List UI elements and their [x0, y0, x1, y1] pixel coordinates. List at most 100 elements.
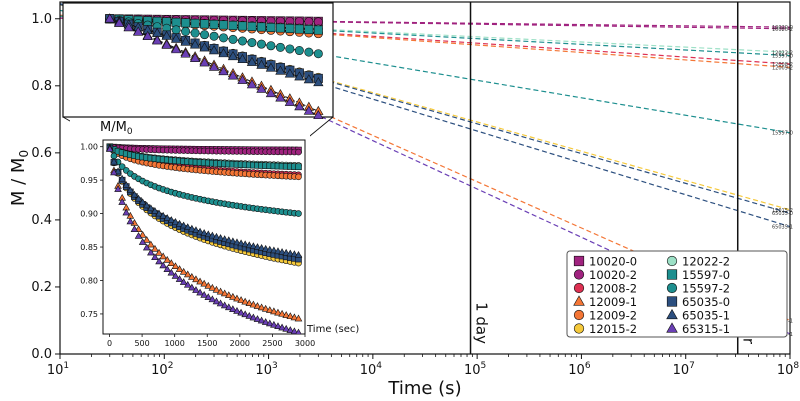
inset-point-65315-1: [265, 319, 274, 327]
inset-x-tick-label-5: 2500: [262, 339, 282, 348]
main-frame: [59, 1, 791, 355]
inset-point-65315-1: [278, 323, 286, 331]
inset-point-12009-1: [286, 312, 295, 320]
inset-point-65315-1: [188, 283, 196, 291]
zoom-point-65035-1: [256, 59, 267, 69]
zoom-point-65315-1: [237, 74, 248, 84]
inset-point-65035-1: [261, 244, 270, 252]
inset-y-tick-label-3: 0.90: [80, 210, 98, 219]
zoom-point-65315-1: [170, 44, 182, 54]
inset-x-tick-label-1: 500: [134, 339, 149, 348]
inset-point-12009-1: [294, 314, 303, 322]
inset-point-65035-1: [114, 167, 122, 175]
zoom-point-15597-2: [294, 46, 304, 56]
inset-x-tick-label-3: 1500: [197, 339, 217, 348]
zoom-point-65035-1: [284, 68, 296, 78]
fit-line-12015-2: [60, 4, 790, 211]
inset-point-65035-1: [126, 186, 135, 194]
inset-point-65035-1: [270, 246, 278, 254]
inset-point-65315-1: [134, 232, 143, 239]
inset-point-12009-1: [196, 277, 204, 285]
zoom-point-15597-2: [247, 38, 257, 48]
zoom-box: [62, 2, 334, 141]
inset-point-12009-1: [261, 304, 270, 312]
zoom-point-15597-2: [266, 41, 276, 51]
zoom-point-65035-1: [180, 36, 191, 46]
zoom-point-15597-2: [285, 44, 295, 54]
inset-point-65315-1: [261, 318, 270, 325]
zoom-point-15597-0: [219, 20, 229, 30]
inset-point-65315-1: [204, 293, 213, 300]
inset-point-65035-1: [265, 245, 274, 253]
inset-point-65035-1: [188, 224, 196, 232]
inset-point-12009-1: [216, 287, 225, 295]
legend-label-10020-0: 10020-0: [589, 255, 637, 269]
zoom-point-15597-2: [228, 34, 238, 44]
zoom-point-15597-0: [256, 22, 266, 32]
inset-point-65035-1: [229, 237, 237, 245]
legend-marker-15597-0: [666, 269, 678, 280]
inset-point-65315-1: [249, 313, 258, 321]
inset-point-12009-1: [175, 265, 184, 272]
inset-y-tick-label-1: 0.80: [80, 276, 98, 285]
legend-marker-12022-2: [666, 255, 678, 267]
zoom-point-65035-1: [218, 48, 229, 58]
zoom-point-15597-2: [190, 28, 200, 38]
inset-point-65315-1: [142, 243, 151, 251]
inset-series: [106, 143, 303, 334]
inset-point-65035-1: [253, 243, 262, 250]
legend-box: [566, 250, 788, 338]
zoom-point-15597-0: [294, 24, 304, 34]
zoom-point-15597-0: [181, 18, 191, 28]
y-tick-label-2: 0.4: [31, 213, 52, 228]
inset-point-15597-2: [295, 210, 302, 217]
zoom-point-65035-1: [294, 71, 305, 81]
inset-point-65035-1: [216, 234, 225, 241]
inset-point-65315-1: [257, 316, 266, 324]
inset-point-65035-1: [224, 236, 233, 244]
zoom-point-15597-2: [200, 30, 210, 40]
inset-point-65315-1: [159, 261, 167, 269]
legend-label-65035-1: 65035-1: [682, 309, 730, 323]
inset-point-65035-1: [257, 244, 266, 251]
inset-y-tick-label-4: 0.95: [80, 176, 98, 185]
inset-point-12009-1: [253, 302, 262, 309]
legend-label-12022-2: 12022-2: [682, 255, 730, 269]
x-tick-label-5: 106: [568, 361, 591, 378]
inset-point-12009-1: [220, 289, 229, 297]
x-tick-label-0: 101: [47, 361, 69, 378]
legend-marker-12015-2: [573, 323, 585, 334]
zoom-point-65315-1: [199, 57, 210, 67]
inset-point-12009-1: [147, 240, 155, 248]
inset-point-12009-1: [224, 291, 233, 299]
inset-x-tick-label-6: 3000: [295, 339, 315, 348]
zoom-point-65035-1: [313, 77, 324, 87]
zoom-series: [104, 13, 324, 120]
inset-point-65035-1: [196, 227, 204, 235]
zoom-point-65035-1: [227, 50, 239, 61]
zoom-point-15597-2: [209, 31, 219, 41]
inset-point-12009-1: [208, 283, 217, 291]
zoom-point-15597-2: [237, 36, 247, 46]
x-tick-label-6: 107: [673, 361, 695, 378]
inset-point-12009-1: [241, 297, 249, 305]
inset-x-label: Time (sec): [306, 324, 359, 335]
inset-point-65035-1: [192, 226, 200, 234]
zoom-point-65315-1: [114, 17, 125, 27]
inset-point-65315-1: [216, 299, 225, 307]
end-label-10020-0: 10020-0: [772, 25, 793, 31]
zoom-point-65315-1: [227, 70, 239, 80]
inset-point-65035-1: [208, 231, 217, 239]
fit-line-65315-1: [72, 2, 790, 335]
inset-y-tick-label-5: 1.00: [80, 143, 98, 152]
inset-point-12009-1: [278, 309, 286, 317]
inset-point-12009-1: [274, 308, 282, 316]
inset-point-12009-1: [155, 248, 163, 256]
zoom-point-15597-2: [275, 42, 285, 52]
inset-point-12009-1: [257, 303, 266, 311]
zoom-point-65035-1: [199, 42, 210, 52]
inset-point-65035-1: [278, 248, 286, 255]
inset-point-65035-1: [220, 235, 229, 242]
zoom-point-15597-0: [209, 19, 219, 29]
inset-point-12009-2: [295, 173, 302, 181]
